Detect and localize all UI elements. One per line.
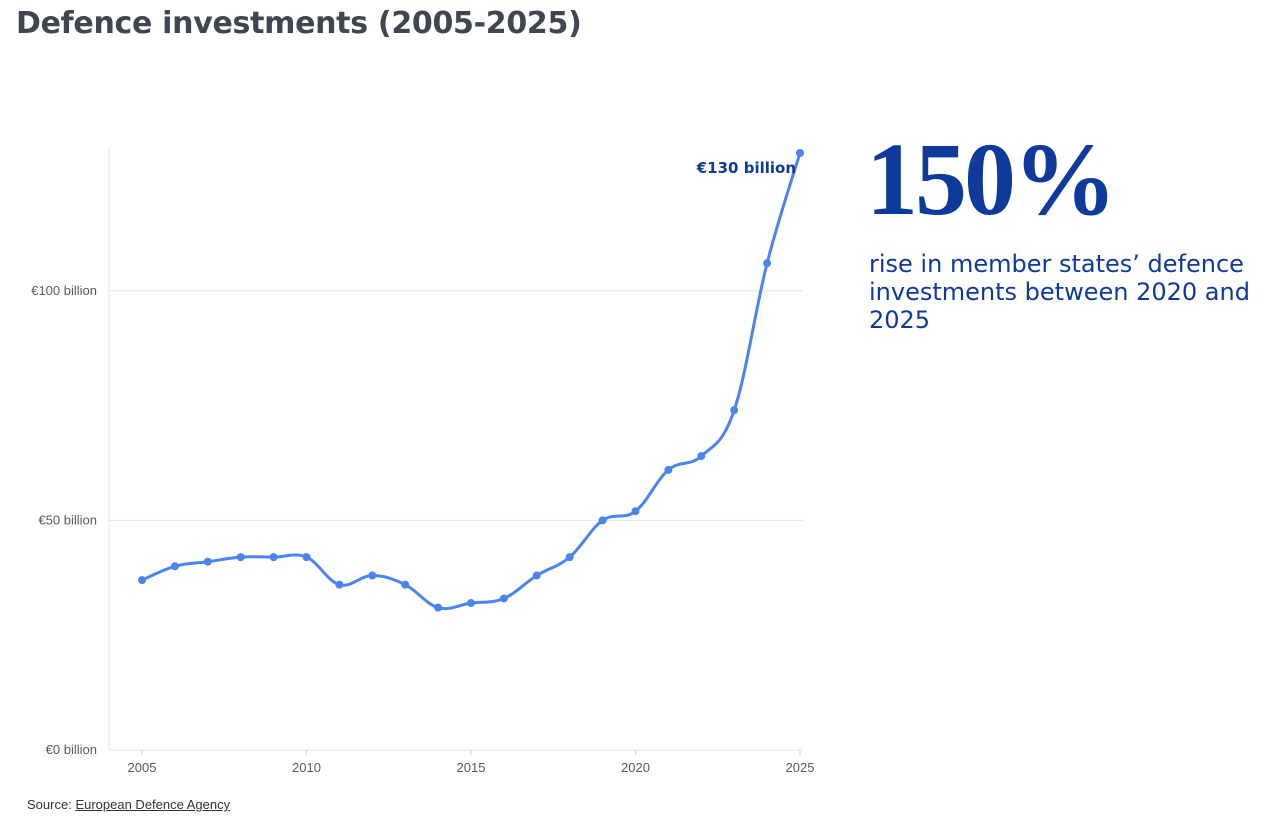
data-point bbox=[434, 603, 443, 612]
data-point bbox=[796, 149, 804, 157]
data-point bbox=[138, 576, 146, 585]
data-point bbox=[499, 594, 508, 603]
data-point bbox=[631, 507, 640, 516]
data-point bbox=[401, 580, 410, 589]
data-point bbox=[763, 259, 772, 268]
x-tick-label: 2015 bbox=[457, 760, 486, 775]
data-point bbox=[697, 452, 706, 461]
data-point bbox=[335, 580, 344, 589]
series-line bbox=[140, 151, 802, 611]
data-point bbox=[598, 516, 607, 525]
data-point bbox=[532, 571, 541, 580]
data-point bbox=[565, 553, 574, 562]
x-tick-label: 2010 bbox=[292, 760, 321, 775]
line-chart: €0 billion €50 billion €100 billion 2005 201… bbox=[31, 147, 815, 775]
data-point bbox=[730, 406, 739, 415]
data-point bbox=[368, 571, 377, 580]
y-tick-label: €0 billion bbox=[46, 742, 97, 757]
data-point bbox=[236, 553, 245, 562]
data-label: €130 billion bbox=[696, 159, 796, 177]
x-tick-label: 2020 bbox=[621, 760, 650, 775]
data-point bbox=[467, 599, 475, 608]
source-link[interactable]: European Defence Agency bbox=[75, 797, 231, 812]
chart-title: Defence investments (2005-2025) bbox=[16, 6, 582, 41]
source-label: Source: bbox=[27, 797, 72, 812]
data-point bbox=[269, 553, 278, 562]
data-point bbox=[302, 553, 311, 562]
y-tick-label: €50 billion bbox=[38, 512, 97, 527]
data-point bbox=[664, 465, 673, 474]
data-point bbox=[203, 557, 212, 566]
data-point bbox=[170, 562, 179, 571]
y-tick-label: €100 billion bbox=[31, 283, 97, 298]
x-tick-label: 2005 bbox=[128, 760, 157, 775]
source-note: Source: European Defence Agency bbox=[27, 797, 230, 812]
callout-figure: 150% bbox=[866, 122, 1117, 237]
x-tick-label: 2025 bbox=[786, 760, 815, 775]
callout-text: rise in member states’ defence investmen… bbox=[869, 250, 1250, 334]
